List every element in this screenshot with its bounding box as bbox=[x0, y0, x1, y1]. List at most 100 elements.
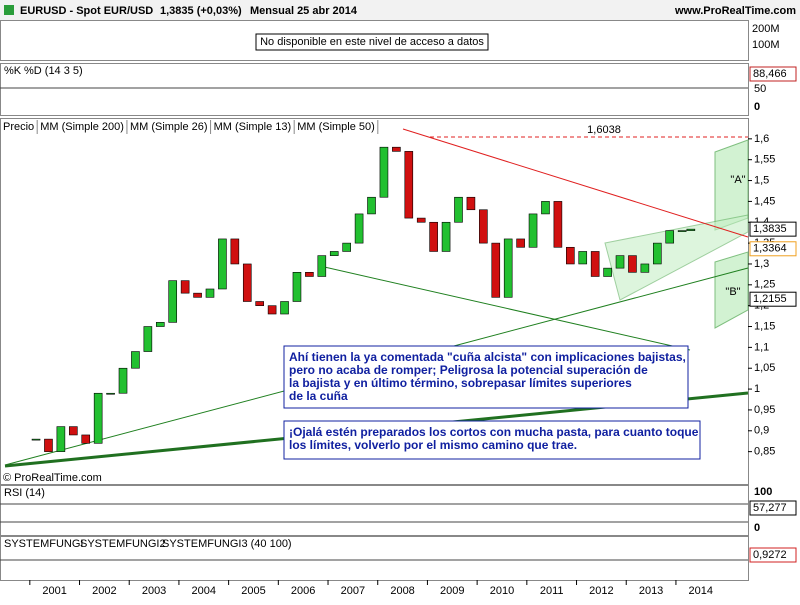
panel-frames bbox=[0, 20, 749, 581]
candle bbox=[267, 305, 277, 315]
candle bbox=[143, 326, 153, 352]
candle bbox=[367, 196, 376, 215]
tick: 0 bbox=[754, 522, 760, 534]
price-label: 1,2155 bbox=[753, 293, 787, 305]
x-tick-label: 2001 bbox=[42, 585, 66, 597]
x-tick-label: 2003 bbox=[142, 585, 166, 597]
candle bbox=[441, 221, 451, 252]
candle bbox=[516, 238, 525, 248]
y-tick-label: 1 bbox=[754, 383, 760, 395]
legend-entry: MM (Simple 200) bbox=[40, 121, 124, 133]
candle bbox=[590, 251, 600, 277]
icon bbox=[4, 5, 14, 15]
candle bbox=[342, 242, 351, 252]
candle bbox=[603, 267, 612, 277]
y-tick-label: 1,05 bbox=[754, 362, 775, 374]
y-tick-label: 1,3 bbox=[754, 258, 769, 270]
tick: 0 bbox=[754, 101, 760, 113]
candle bbox=[230, 238, 240, 265]
candle bbox=[44, 438, 53, 452]
copyright: © ProRealTime.com bbox=[3, 472, 102, 484]
y-tick-label: 1,15 bbox=[754, 320, 775, 332]
candle bbox=[292, 272, 302, 302]
y-tick-label: 1,1 bbox=[754, 341, 769, 353]
candle bbox=[503, 238, 513, 298]
last: 88,466 bbox=[753, 68, 787, 80]
x-tick-label: 2008 bbox=[390, 585, 414, 597]
vol-tick: 100M bbox=[752, 39, 780, 51]
vol-tick: 200M bbox=[752, 23, 780, 35]
y-tick-label: 1,45 bbox=[754, 195, 775, 207]
candle bbox=[317, 255, 327, 277]
candle bbox=[578, 251, 588, 265]
zone-label: "B" bbox=[725, 286, 740, 298]
legend: RSI (14) bbox=[4, 487, 45, 499]
drawings bbox=[4, 128, 749, 468]
tick: 100 bbox=[754, 486, 772, 498]
candle bbox=[429, 221, 438, 252]
candle bbox=[180, 280, 190, 294]
legend: SYSTEMFUNGI2 bbox=[80, 538, 166, 550]
message-box bbox=[255, 33, 489, 51]
y-tick-label: 1,25 bbox=[754, 279, 775, 291]
x-tick-label: 2014 bbox=[689, 585, 713, 597]
zone-label: "A" bbox=[730, 174, 745, 186]
last-box bbox=[749, 547, 797, 563]
x-tick-label: 2004 bbox=[192, 585, 216, 597]
x-tick-label: 2006 bbox=[291, 585, 315, 597]
legend: %D (14 3 5) bbox=[24, 65, 83, 77]
y-tick-label: 0,9 bbox=[754, 425, 769, 437]
x-tick-label: 2005 bbox=[241, 585, 265, 597]
candle bbox=[118, 367, 128, 394]
symbol: EURUSD - Spot EUR/USD bbox=[20, 5, 153, 17]
note: los límites, volverlo por el mismo camin… bbox=[289, 438, 577, 452]
candle bbox=[93, 392, 103, 444]
legend-entry: MM (Simple 50) bbox=[297, 121, 375, 133]
candle bbox=[652, 242, 662, 265]
price-box bbox=[749, 291, 797, 307]
legend-entry: MM (Simple 13) bbox=[214, 121, 292, 133]
note: ¡Ojalá estén preparados los cortos con m… bbox=[289, 425, 699, 439]
candle bbox=[566, 246, 575, 265]
message: No disponible en este nivel de acceso a … bbox=[260, 36, 484, 48]
price-box bbox=[749, 241, 797, 257]
y-tick-label: 1,6 bbox=[754, 133, 769, 145]
candle bbox=[193, 292, 202, 298]
candle bbox=[392, 146, 401, 152]
candle bbox=[677, 230, 687, 232]
candle bbox=[686, 228, 696, 231]
candle bbox=[56, 426, 66, 452]
candle bbox=[491, 242, 501, 298]
candle bbox=[31, 438, 41, 441]
legend: %K bbox=[4, 65, 22, 77]
x-tick-label: 2011 bbox=[540, 585, 564, 597]
max-label: 1,6038 bbox=[587, 124, 621, 136]
candle bbox=[640, 263, 650, 273]
candle bbox=[106, 392, 115, 395]
price-label: 1,3364 bbox=[753, 243, 787, 255]
candle bbox=[628, 255, 637, 273]
legend: SYSTEMFUNGI3 (40 100) bbox=[162, 538, 292, 550]
candle bbox=[615, 255, 625, 269]
note: pero no acaba de romper; Peligrosa la po… bbox=[289, 363, 648, 377]
last-box bbox=[749, 66, 797, 82]
note: Ahí tienen la ya comentada "cuña alcista… bbox=[289, 350, 686, 364]
candle bbox=[81, 434, 91, 444]
candle bbox=[218, 238, 227, 290]
candle bbox=[541, 201, 550, 215]
legend-entry: Precio bbox=[3, 121, 34, 133]
last-box bbox=[749, 500, 797, 516]
candle bbox=[528, 213, 538, 248]
candle bbox=[379, 146, 389, 198]
legend: SYSTEMFUNGI bbox=[4, 538, 83, 550]
y-tick-label: 1,55 bbox=[754, 154, 775, 166]
y-tick-label: 0,85 bbox=[754, 446, 775, 458]
period: Mensual 25 abr 2014 bbox=[250, 5, 358, 17]
candle bbox=[155, 322, 165, 327]
header-bar bbox=[0, 0, 800, 20]
candle bbox=[329, 251, 339, 256]
note-box bbox=[283, 345, 689, 409]
x-tick-label: 2012 bbox=[589, 585, 613, 597]
note: la bajista y en último término, sobrepas… bbox=[289, 376, 632, 390]
candle bbox=[553, 201, 563, 248]
